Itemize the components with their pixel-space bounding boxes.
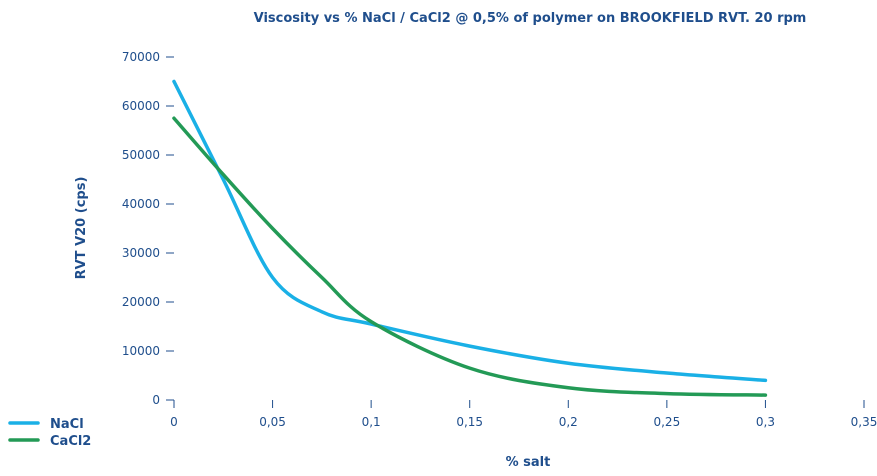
x-tick-label: 0,15 (456, 415, 483, 429)
x-axis-label: % salt (506, 455, 551, 470)
y-tick-label: 40000 (122, 197, 160, 211)
x-tick-label: 0,35 (851, 415, 877, 429)
legend: NaCl CaCl2 (8, 417, 91, 449)
series-line-cacl2 (172, 116, 768, 397)
x-tick-label: 0,25 (653, 415, 680, 429)
y-tick-label: 10000 (122, 344, 160, 358)
series-line-nacl (172, 79, 768, 383)
y-tick-label: 30000 (122, 246, 160, 260)
legend-label-nacl: NaCl (50, 417, 84, 432)
y-tick-label: 0 (152, 393, 160, 407)
x-tick-label: 0 (170, 415, 178, 429)
x-tick-label: 0,2 (559, 415, 578, 429)
y-tick-label: 70000 (122, 50, 160, 64)
y-tick-label: 20000 (122, 295, 160, 309)
x-tick-label: 0,3 (756, 415, 775, 429)
y-axis-label: RVT V20 (cps) (74, 177, 89, 280)
x-tick-label: 0,05 (259, 415, 286, 429)
legend-label-cacl2: CaCl2 (50, 434, 91, 449)
x-tick-label: 0,1 (362, 415, 381, 429)
axes: 0 10000 20000 30000 40000 50000 60000 70000 0 0,0… (122, 50, 877, 429)
series-lines (172, 79, 768, 397)
chart-title: Viscosity vs % NaCl / CaCl2 @ 0,5% of po… (254, 11, 807, 26)
y-tick-label: 50000 (122, 148, 160, 162)
y-tick-label: 60000 (122, 99, 160, 113)
